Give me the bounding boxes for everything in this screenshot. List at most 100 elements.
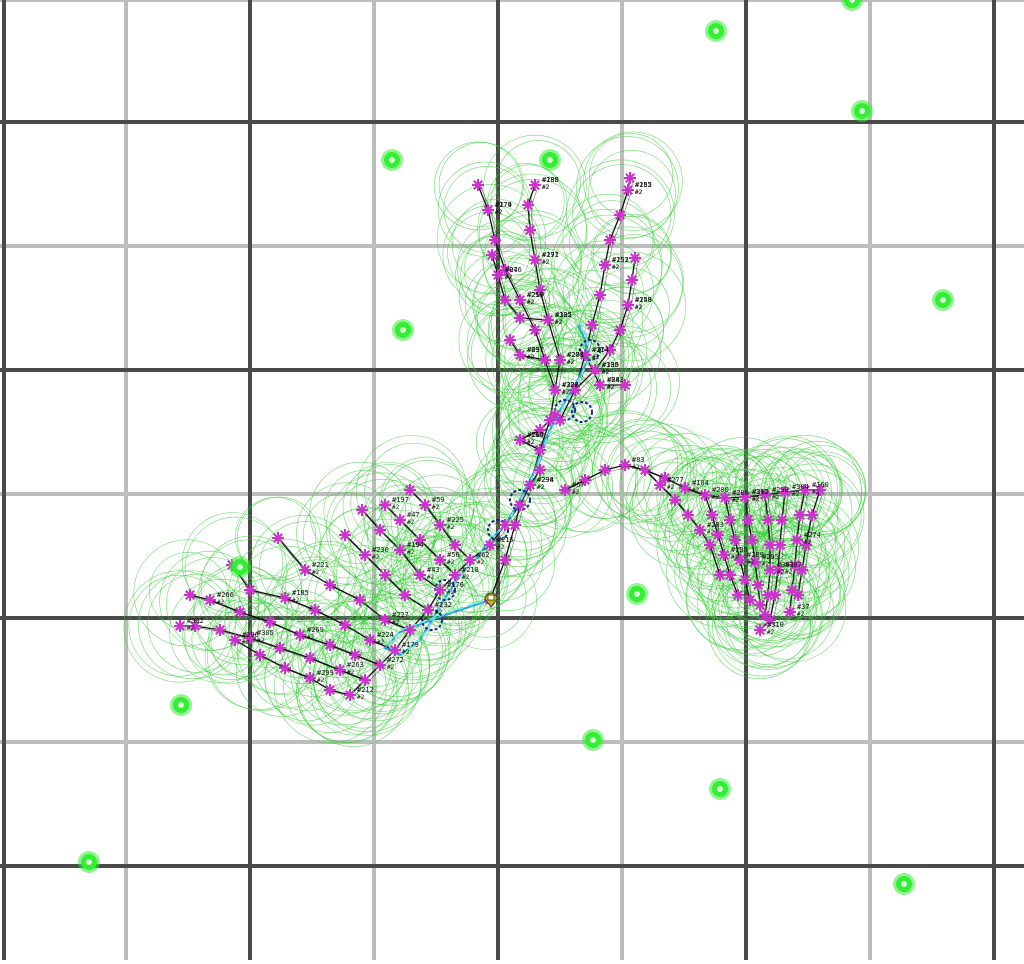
green-dot-icon[interactable]: [851, 100, 873, 122]
asterisk-node-icon[interactable]: [359, 674, 371, 686]
asterisk-node-icon[interactable]: [394, 514, 406, 526]
asterisk-node-icon[interactable]: [504, 334, 516, 346]
asterisk-node-icon[interactable]: [324, 684, 336, 696]
asterisk-node-icon[interactable]: [779, 486, 791, 498]
asterisk-node-icon[interactable]: [614, 209, 626, 221]
asterisk-node-icon[interactable]: [524, 479, 536, 491]
asterisk-node-icon[interactable]: [419, 499, 431, 511]
asterisk-node-icon[interactable]: [394, 544, 406, 556]
asterisk-node-icon[interactable]: [339, 619, 351, 631]
asterisk-node-icon[interactable]: [279, 662, 291, 674]
asterisk-node-icon[interactable]: [174, 620, 186, 632]
asterisk-node-icon[interactable]: [399, 589, 411, 601]
asterisk-node-icon[interactable]: [264, 616, 276, 628]
asterisk-node-icon[interactable]: [324, 579, 336, 591]
asterisk-node-icon[interactable]: [299, 564, 311, 576]
asterisk-node-icon[interactable]: [724, 514, 736, 526]
asterisk-node-icon[interactable]: [764, 564, 776, 576]
asterisk-node-icon[interactable]: [204, 594, 216, 606]
asterisk-node-icon[interactable]: [309, 604, 321, 616]
asterisk-node-icon[interactable]: [189, 620, 201, 632]
asterisk-node-icon[interactable]: [619, 379, 631, 391]
asterisk-node-icon[interactable]: [514, 499, 526, 511]
asterisk-node-icon[interactable]: [762, 514, 774, 526]
green-dot-icon[interactable]: [539, 149, 561, 171]
asterisk-node-icon[interactable]: [706, 509, 718, 521]
asterisk-node-icon[interactable]: [712, 529, 724, 541]
asterisk-node-icon[interactable]: [499, 264, 511, 276]
waypoint-ring-icon[interactable]: [571, 401, 593, 423]
asterisk-node-icon[interactable]: [482, 204, 494, 216]
waypoint-ring-icon[interactable]: [579, 339, 601, 361]
asterisk-node-icon[interactable]: [619, 459, 631, 471]
asterisk-node-icon[interactable]: [529, 179, 541, 191]
asterisk-node-icon[interactable]: [304, 672, 316, 684]
asterisk-node-icon[interactable]: [324, 639, 336, 651]
asterisk-node-icon[interactable]: [549, 384, 561, 396]
asterisk-node-icon[interactable]: [486, 249, 498, 261]
asterisk-node-icon[interactable]: [234, 606, 246, 618]
asterisk-node-icon[interactable]: [604, 344, 616, 356]
asterisk-node-icon[interactable]: [414, 569, 426, 581]
asterisk-node-icon[interactable]: [772, 564, 784, 576]
asterisk-node-icon[interactable]: [792, 589, 804, 601]
asterisk-node-icon[interactable]: [754, 624, 766, 636]
asterisk-node-icon[interactable]: [694, 524, 706, 536]
asterisk-node-icon[interactable]: [599, 259, 611, 271]
asterisk-node-icon[interactable]: [464, 554, 476, 566]
asterisk-node-icon[interactable]: [682, 509, 694, 521]
green-dot-icon[interactable]: [582, 729, 604, 751]
asterisk-node-icon[interactable]: [229, 634, 241, 646]
asterisk-node-icon[interactable]: [749, 556, 761, 568]
asterisk-node-icon[interactable]: [639, 464, 651, 476]
asterisk-node-icon[interactable]: [492, 269, 504, 281]
asterisk-node-icon[interactable]: [356, 504, 368, 516]
asterisk-node-icon[interactable]: [714, 569, 726, 581]
asterisk-node-icon[interactable]: [389, 644, 401, 656]
asterisk-node-icon[interactable]: [774, 539, 786, 551]
asterisk-node-icon[interactable]: [739, 574, 751, 586]
asterisk-node-icon[interactable]: [729, 534, 741, 546]
asterisk-node-icon[interactable]: [796, 564, 808, 576]
asterisk-node-icon[interactable]: [744, 594, 756, 606]
asterisk-node-icon[interactable]: [789, 559, 801, 571]
asterisk-node-icon[interactable]: [699, 489, 711, 501]
asterisk-node-icon[interactable]: [534, 444, 546, 456]
asterisk-node-icon[interactable]: [622, 299, 634, 311]
asterisk-node-icon[interactable]: [529, 324, 541, 336]
green-dot-icon[interactable]: [893, 873, 915, 895]
asterisk-node-icon[interactable]: [624, 172, 636, 184]
asterisk-node-icon[interactable]: [522, 199, 534, 211]
asterisk-node-icon[interactable]: [784, 606, 796, 618]
asterisk-node-icon[interactable]: [404, 484, 416, 496]
asterisk-node-icon[interactable]: [554, 354, 566, 366]
asterisk-node-icon[interactable]: [449, 569, 461, 581]
asterisk-node-icon[interactable]: [614, 324, 626, 336]
asterisk-node-icon[interactable]: [604, 234, 616, 246]
asterisk-node-icon[interactable]: [754, 599, 766, 611]
map-pin-icon[interactable]: [484, 592, 498, 608]
asterisk-node-icon[interactable]: [514, 294, 526, 306]
asterisk-node-icon[interactable]: [294, 629, 306, 641]
asterisk-node-icon[interactable]: [514, 434, 526, 446]
asterisk-node-icon[interactable]: [742, 514, 754, 526]
asterisk-node-icon[interactable]: [752, 579, 764, 591]
asterisk-node-icon[interactable]: [669, 494, 681, 506]
asterisk-node-icon[interactable]: [759, 489, 771, 501]
asterisk-node-icon[interactable]: [586, 319, 598, 331]
asterisk-node-icon[interactable]: [514, 312, 526, 324]
asterisk-node-icon[interactable]: [659, 472, 671, 484]
asterisk-node-icon[interactable]: [594, 379, 606, 391]
asterisk-node-icon[interactable]: [434, 584, 446, 596]
asterisk-node-icon[interactable]: [622, 184, 634, 196]
asterisk-node-icon[interactable]: [626, 274, 638, 286]
asterisk-node-icon[interactable]: [214, 624, 226, 636]
waypoint-ring-icon[interactable]: [487, 519, 509, 541]
asterisk-node-icon[interactable]: [799, 484, 811, 496]
asterisk-node-icon[interactable]: [594, 289, 606, 301]
asterisk-node-icon[interactable]: [244, 632, 256, 644]
asterisk-node-icon[interactable]: [559, 484, 571, 496]
green-dot-icon[interactable]: [841, 0, 863, 11]
asterisk-node-icon[interactable]: [654, 479, 666, 491]
